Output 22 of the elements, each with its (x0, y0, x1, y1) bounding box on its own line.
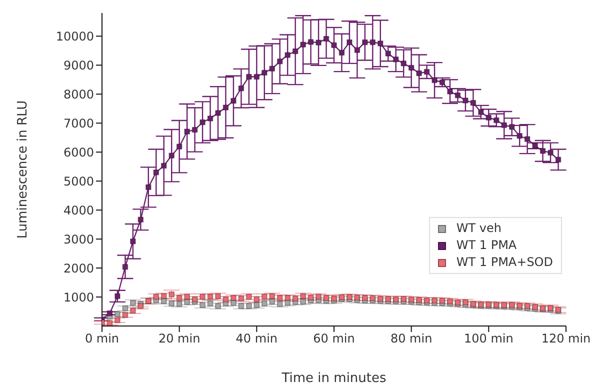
x-axis-title: Time in minutes (280, 371, 386, 386)
y-tick-label: 6000 (63, 145, 94, 160)
legend-label: WT 1 PMA+SOD (456, 254, 553, 271)
y-tick-label: 5000 (63, 174, 94, 188)
y-tick-label: 9000 (63, 58, 94, 72)
x-tick-label: 120 min (541, 332, 591, 346)
x-tick-label: 60 min (313, 332, 355, 346)
y-tick-label: 4000 (63, 203, 94, 218)
legend-label: WT 1 PMA (456, 237, 517, 254)
y-tick-label: 10000 (56, 29, 94, 44)
y-tick-label: 8000 (63, 87, 94, 102)
x-tick-label: 0 min (84, 332, 120, 346)
y-tick-label: 7000 (63, 116, 94, 130)
x-tick-label: 100 min (464, 332, 514, 346)
y-tick-label: 1000 (63, 290, 94, 304)
x-tick-label: 20 min (158, 332, 200, 346)
legend-label: WT veh (456, 220, 502, 237)
y-tick-label: 3000 (63, 232, 94, 246)
y-axis-title: Luminescence in RLU (16, 100, 31, 239)
y-tick-label: 2000 (63, 261, 94, 276)
x-tick-label: 80 min (390, 332, 432, 346)
x-tick-label: 40 min (236, 332, 278, 346)
